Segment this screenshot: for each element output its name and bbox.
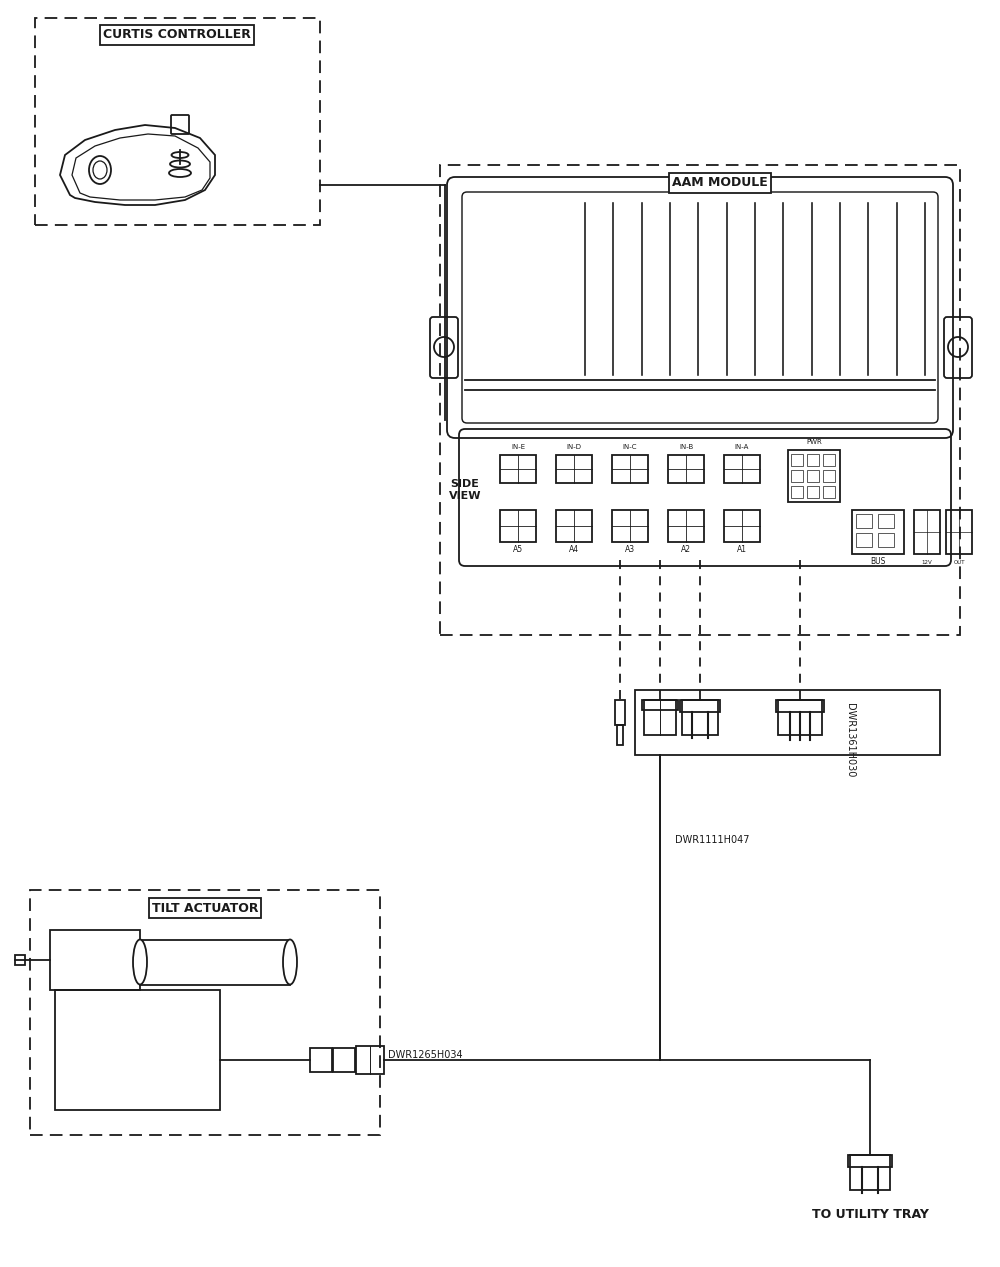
Bar: [635, 691, 940, 755]
Text: A2: A2: [681, 546, 691, 555]
Text: DWR1111H047: DWR1111H047: [675, 835, 750, 845]
Text: TO UTILITY TRAY: TO UTILITY TRAY: [812, 1209, 928, 1221]
Text: BUS: BUS: [870, 557, 886, 566]
Bar: [556, 455, 592, 483]
Text: IN-B: IN-B: [679, 443, 693, 450]
Bar: [500, 455, 536, 483]
Bar: [788, 450, 840, 502]
Bar: [500, 511, 536, 542]
Text: PWR: PWR: [806, 438, 822, 445]
Bar: [556, 511, 592, 542]
Bar: [724, 455, 760, 483]
Bar: [682, 699, 718, 735]
Text: TILT ACTUATOR: TILT ACTUATOR: [152, 902, 258, 915]
Text: AAM MODULE: AAM MODULE: [672, 176, 768, 190]
Bar: [807, 470, 819, 481]
Bar: [615, 699, 625, 725]
Bar: [791, 470, 803, 481]
Text: 12V: 12V: [922, 560, 932, 565]
Bar: [807, 454, 819, 466]
Bar: [668, 511, 704, 542]
Text: DWR1361H030: DWR1361H030: [845, 703, 855, 777]
Text: A3: A3: [625, 546, 635, 555]
Bar: [35, 18, 320, 226]
Bar: [850, 1156, 890, 1190]
Bar: [310, 1048, 332, 1072]
Bar: [642, 699, 678, 710]
Bar: [140, 940, 290, 984]
Bar: [30, 889, 380, 1135]
Bar: [791, 487, 803, 498]
Bar: [856, 514, 872, 528]
Bar: [440, 165, 960, 635]
Text: IN-D: IN-D: [566, 443, 582, 450]
Bar: [856, 533, 872, 547]
Text: A1: A1: [737, 546, 747, 555]
Text: IN-C: IN-C: [623, 443, 637, 450]
Bar: [724, 511, 760, 542]
Bar: [612, 511, 648, 542]
Bar: [946, 511, 972, 554]
Bar: [823, 487, 835, 498]
Bar: [776, 699, 824, 712]
Bar: [617, 725, 623, 745]
Bar: [15, 955, 25, 965]
Bar: [878, 533, 894, 547]
Bar: [680, 699, 720, 712]
Bar: [644, 699, 676, 735]
Bar: [823, 470, 835, 481]
Text: A4: A4: [569, 546, 579, 555]
Text: IN-A: IN-A: [735, 443, 749, 450]
Text: OUT: OUT: [953, 560, 965, 565]
Bar: [55, 990, 220, 1110]
Bar: [852, 511, 904, 554]
Bar: [356, 1047, 384, 1074]
Text: CURTIS CONTROLLER: CURTIS CONTROLLER: [103, 28, 251, 42]
Text: DWR1265H034: DWR1265H034: [388, 1050, 463, 1060]
Bar: [823, 454, 835, 466]
Bar: [914, 511, 940, 554]
Bar: [778, 699, 822, 735]
Bar: [612, 455, 648, 483]
Bar: [333, 1048, 355, 1072]
Bar: [878, 514, 894, 528]
Text: SIDE
VIEW: SIDE VIEW: [449, 479, 481, 500]
Text: A5: A5: [513, 546, 523, 555]
Bar: [791, 454, 803, 466]
Text: IN-E: IN-E: [511, 443, 525, 450]
Bar: [848, 1156, 892, 1167]
Bar: [807, 487, 819, 498]
Bar: [668, 455, 704, 483]
Ellipse shape: [283, 940, 297, 984]
Bar: [50, 930, 140, 990]
Ellipse shape: [133, 940, 147, 984]
